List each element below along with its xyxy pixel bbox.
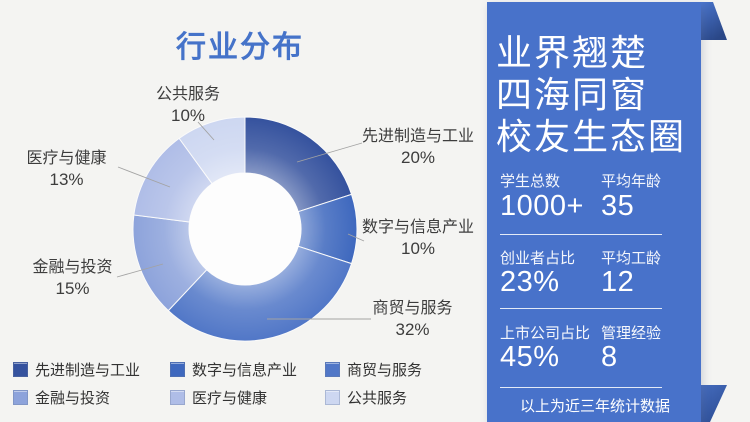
ribbon-fold-top	[701, 2, 727, 40]
slice-label-0: 先进制造与工业 20%	[352, 127, 484, 168]
slice-label-1: 数字与信息产业 10%	[352, 218, 484, 259]
slice-label-percent: 15%	[55, 279, 90, 298]
slice-label-4: 医疗与健康 13%	[10, 149, 123, 190]
legend-item-5: 公共服务	[325, 386, 460, 408]
stat-label-listed-co: 上市公司占比	[500, 325, 591, 342]
panel-footer-note: 以上为近三年统计数据	[519, 398, 670, 415]
legend-label: 数字与信息产业	[192, 361, 298, 379]
legend-label: 公共服务	[347, 389, 408, 407]
legend-swatch	[325, 389, 340, 405]
slice-label-3: 金融与投资 15%	[15, 258, 130, 299]
slice-label-5: 公共服务 10%	[133, 85, 243, 126]
donut-hole	[189, 173, 301, 285]
chart-title: 行业分布	[176, 31, 304, 64]
stat-label-avg-age: 平均年龄	[601, 173, 662, 190]
legend-item-0: 先进制造与工业	[13, 358, 170, 380]
panel-divider-2	[500, 308, 662, 309]
slice-label-percent: 10%	[170, 106, 206, 125]
stat-value-avg-tenure: 12	[601, 266, 635, 298]
slice-label-percent: 20%	[400, 148, 436, 167]
donut-chart	[116, 116, 371, 342]
panel-divider-3	[500, 387, 662, 388]
legend-label: 先进制造与工业	[35, 361, 141, 379]
stat-label-avg-tenure: 平均工龄	[601, 250, 662, 267]
stat-value-mgmt-exp: 8	[601, 341, 618, 373]
chart-legend: 先进制造与工业 数字与信息产业 商贸与服务金融与投资 医疗与健康 公共服务	[13, 358, 473, 408]
stat-label-entrepreneurs: 创业者占比	[500, 250, 576, 267]
slice-label-percent: 13%	[49, 170, 84, 189]
legend-item-4: 医疗与健康	[170, 386, 325, 408]
stats-panel: 业界翘楚 四海同窗 校友生态圈 学生总数 1000+ 平均年龄 35 创业者占比…	[487, 2, 701, 422]
stat-value-avg-age: 35	[601, 190, 635, 222]
slice-label-name: 公共服务	[155, 86, 220, 103]
panel-heading-line3: 校友生态圈	[496, 116, 687, 157]
stat-label-students: 学生总数	[500, 173, 561, 190]
panel-heading-line2: 四海同窗	[496, 74, 649, 115]
panel-heading: 业界翘楚 四海同窗 校友生态圈	[496, 32, 696, 158]
stat-value-listed-co: 45%	[500, 341, 560, 373]
legend-swatch	[13, 361, 28, 377]
legend-label: 商贸与服务	[347, 361, 423, 379]
slice-label-2: 商贸与服务 32%	[355, 299, 470, 340]
legend-swatch	[325, 361, 340, 377]
ribbon-fold-bottom	[701, 385, 727, 422]
slice-label-name: 商贸与服务	[372, 300, 453, 317]
stat-label-mgmt-exp: 管理经验	[601, 325, 662, 342]
panel-divider-1	[500, 234, 662, 235]
stat-value-students: 1000+	[500, 190, 584, 222]
legend-item-3: 金融与投资	[13, 386, 170, 408]
legend-swatch	[170, 389, 185, 405]
slice-label-name: 数字与信息产业	[361, 219, 474, 236]
legend-swatch	[170, 361, 185, 377]
callout-lines	[116, 121, 371, 320]
slice-label-name: 先进制造与工业	[361, 128, 474, 145]
legend-item-1: 数字与信息产业	[170, 358, 325, 380]
stat-value-entrepreneurs: 23%	[500, 266, 560, 298]
legend-swatch	[13, 389, 28, 405]
slice-label-percent: 32%	[395, 320, 430, 339]
panel-heading-line1: 业界翘楚	[496, 32, 649, 73]
slice-label-percent: 10%	[400, 239, 436, 258]
legend-label: 医疗与健康	[192, 389, 268, 407]
slice-label-name: 医疗与健康	[26, 150, 107, 167]
legend-label: 金融与投资	[35, 389, 111, 407]
slice-label-name: 金融与投资	[32, 259, 113, 276]
legend-item-2: 商贸与服务	[325, 358, 460, 380]
